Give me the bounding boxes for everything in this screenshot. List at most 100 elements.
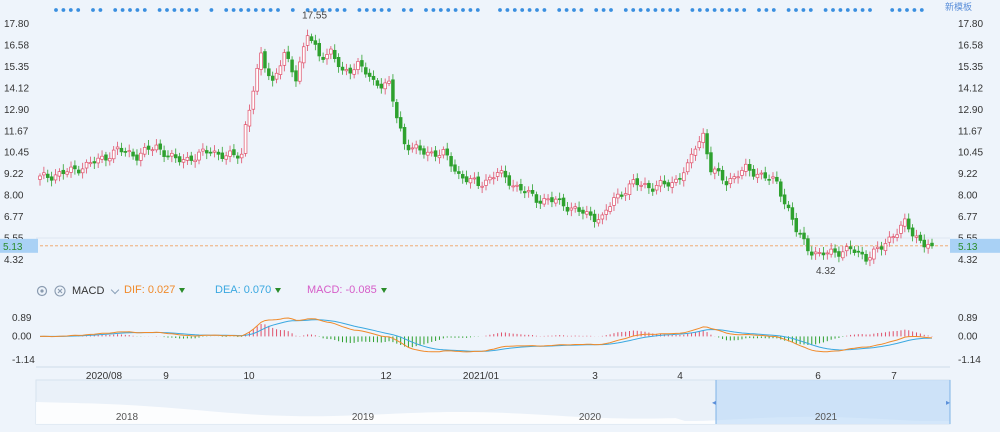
candle-body xyxy=(627,183,632,195)
navigator-selection[interactable] xyxy=(716,380,950,424)
candle-body xyxy=(825,252,830,255)
candle-body xyxy=(282,52,287,66)
signal-dot xyxy=(808,8,813,12)
chevron-down-icon[interactable] xyxy=(111,285,120,294)
candle-body xyxy=(267,68,271,77)
candle-body xyxy=(154,144,159,151)
candle-body xyxy=(492,177,496,180)
price-tick-label: 14.12 xyxy=(958,83,983,94)
candle-body xyxy=(325,54,329,60)
candle-body xyxy=(891,236,895,239)
candle-body xyxy=(181,159,186,163)
candle-body xyxy=(918,234,923,241)
signal-dot xyxy=(68,8,73,12)
candle-body xyxy=(356,61,360,70)
candle-body xyxy=(73,165,77,170)
candle-body xyxy=(158,143,162,150)
candle-body xyxy=(817,252,822,254)
navigator-handle-right-icon[interactable]: ▸ xyxy=(946,398,950,407)
settings-icon[interactable] xyxy=(36,285,48,297)
signal-dot xyxy=(453,8,458,12)
macd-panel[interactable]: 0.89 0.89 0.00 0.00 -1.14 -1.14 xyxy=(12,313,981,366)
candle-body xyxy=(379,83,384,89)
candle-body xyxy=(507,175,512,186)
candle-body xyxy=(600,214,605,220)
candle-body xyxy=(875,246,880,249)
candle-body xyxy=(864,253,868,262)
dea-readout: DEA: 0.070 xyxy=(215,284,282,296)
signal-dot xyxy=(54,8,58,12)
close-icon[interactable] xyxy=(54,285,66,297)
candle-body xyxy=(554,198,558,204)
candle-body xyxy=(57,171,62,177)
candle-body xyxy=(534,194,539,203)
candle-body xyxy=(336,57,341,68)
candle-body xyxy=(193,159,197,163)
navigator-handle-left-icon[interactable]: ◂ xyxy=(712,398,716,407)
candle-body xyxy=(631,179,636,185)
candle-body xyxy=(135,154,139,161)
candle-body xyxy=(666,182,671,187)
navigator[interactable]: ◂ ▸ 2018 2019 2020 2021 xyxy=(35,379,951,425)
signal-dot xyxy=(157,8,162,12)
candle-body xyxy=(274,72,279,80)
candle-body xyxy=(205,150,209,154)
candle-body xyxy=(592,213,597,222)
candle-body xyxy=(647,182,651,189)
candle-body xyxy=(243,124,248,154)
signal-dot xyxy=(890,8,895,12)
signal-dot xyxy=(897,8,902,12)
candle-body xyxy=(488,176,492,181)
price-tick-label: 17.80 xyxy=(958,19,983,30)
signal-dot xyxy=(905,8,909,12)
dea-line xyxy=(40,319,933,352)
signal-dot xyxy=(572,8,576,12)
candle-body xyxy=(398,117,403,129)
candle-body xyxy=(744,163,748,172)
template-link[interactable]: 新模板 xyxy=(944,2,972,12)
candle-body xyxy=(794,218,799,233)
price-tick-label: 4.32 xyxy=(4,255,24,266)
period-high-label: 17.55 xyxy=(302,10,327,21)
signal-dot xyxy=(720,8,724,12)
candle-body xyxy=(166,155,170,158)
signal-dot xyxy=(564,8,569,12)
signal-dot xyxy=(505,8,510,12)
price-panel[interactable]: 17.80 16.58 15.35 14.12 12.90 11.67 10.45 9.22 8… xyxy=(0,10,1000,277)
candle-body xyxy=(263,51,267,69)
candle-body xyxy=(635,178,640,186)
signal-dot xyxy=(771,8,776,12)
candle-body xyxy=(395,102,399,119)
candle-body xyxy=(833,248,837,253)
candle-body xyxy=(96,157,100,164)
signal-dot xyxy=(690,8,695,12)
candle-body xyxy=(713,168,717,174)
price-tick-label: 11.67 xyxy=(958,126,983,137)
candlestick-series[interactable] xyxy=(38,29,934,267)
candle-body xyxy=(228,150,232,157)
signal-dot xyxy=(697,8,702,12)
candle-body xyxy=(755,173,760,179)
candle-body xyxy=(457,171,461,174)
candle-body xyxy=(573,206,577,209)
candle-body xyxy=(348,67,353,74)
signal-dot xyxy=(446,8,451,12)
candle-body xyxy=(208,151,213,154)
candle-body xyxy=(530,190,535,194)
candle-body xyxy=(387,80,391,84)
candle-body xyxy=(108,158,112,162)
candle-body xyxy=(484,179,488,186)
candle-body xyxy=(189,155,194,161)
candle-body xyxy=(100,155,104,160)
signal-dot xyxy=(461,8,465,12)
candle-body xyxy=(212,150,217,153)
candle-body xyxy=(371,75,376,80)
signal-dot xyxy=(424,8,428,12)
signal-dot xyxy=(786,8,791,12)
candle-body xyxy=(418,145,422,151)
signal-dot xyxy=(542,8,547,12)
candle-body xyxy=(201,148,205,152)
candle-body xyxy=(709,152,713,173)
signal-dot xyxy=(646,8,650,12)
